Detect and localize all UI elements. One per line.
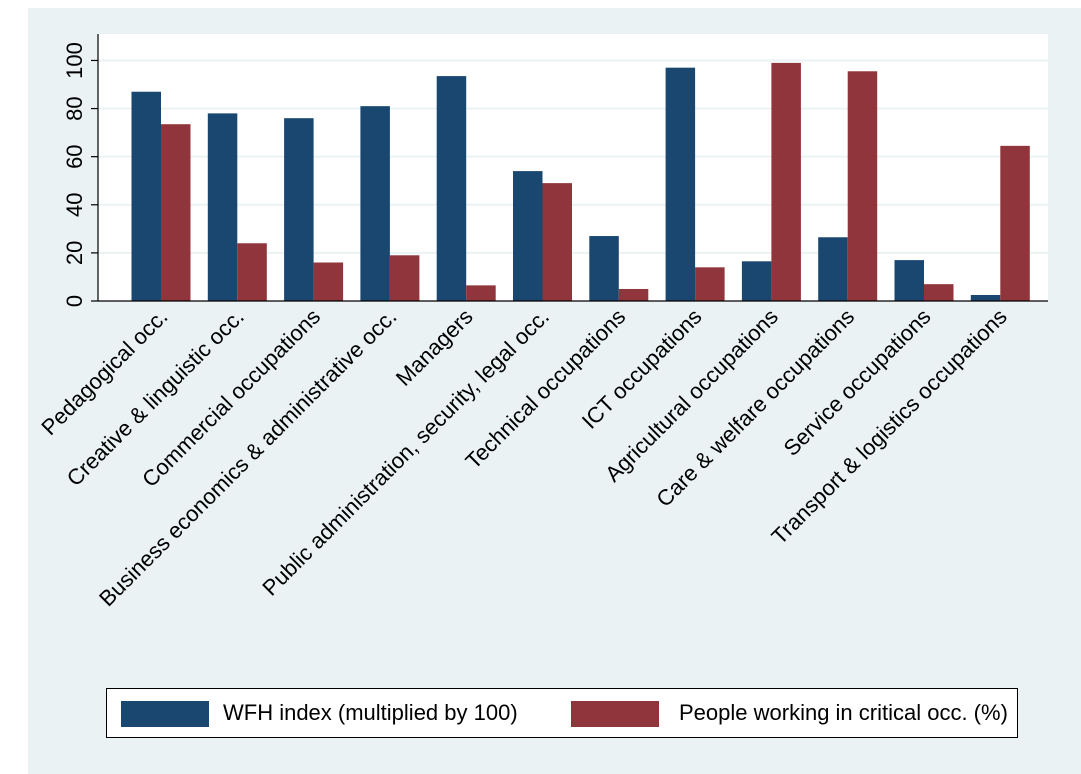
bar-wfh <box>894 260 924 301</box>
legend-swatch-wfh <box>121 701 209 727</box>
bar-wfh <box>360 106 390 301</box>
bar-wfh <box>665 67 696 301</box>
legend-label-critical: People working in critical occ. (%) <box>679 700 1008 725</box>
legend-swatch-critical <box>571 701 659 727</box>
bar-critical <box>237 243 267 301</box>
bar-critical <box>618 288 649 301</box>
y-ticks: 0 20 40 60 80 100 <box>62 42 98 307</box>
bar-wfh <box>589 236 619 301</box>
y-tick-label: 0 <box>62 295 87 307</box>
bar-wfh <box>284 118 314 302</box>
legend: WFH index (multiplied by 100) People wor… <box>106 688 1018 738</box>
x-tick-label: Public administration, security, legal o… <box>257 304 554 601</box>
bar-critical <box>771 62 801 301</box>
bar-critical <box>313 262 344 301</box>
bar-critical <box>389 255 420 301</box>
bar-wfh <box>131 91 161 301</box>
bar-wfh <box>970 294 1001 301</box>
bar-critical <box>695 267 725 301</box>
bar-critical <box>847 71 878 301</box>
bar-wfh <box>513 171 543 301</box>
bar-critical <box>466 285 496 301</box>
x-tick-label: Service occupations <box>779 304 936 461</box>
bar-wfh <box>741 261 772 301</box>
axes <box>97 34 1048 302</box>
x-tick-labels: Pedagogical occ.Creative & linguistic oc… <box>36 304 1011 611</box>
bar-critical <box>924 284 954 301</box>
bar-critical <box>542 183 572 301</box>
y-tick-label: 40 <box>62 193 87 217</box>
y-tick-label: 80 <box>62 96 87 120</box>
bar-wfh <box>818 237 848 301</box>
bar-critical <box>161 124 191 302</box>
x-tick-label: Pedagogical occ. <box>36 304 172 440</box>
y-tick-label: 100 <box>62 42 87 79</box>
bar-wfh <box>436 76 467 301</box>
y-tick-label: 60 <box>62 144 87 168</box>
y-tick-label: 20 <box>62 241 87 265</box>
bar-critical <box>1000 145 1030 301</box>
bars <box>131 62 1030 302</box>
legend-label-wfh: WFH index (multiplied by 100) <box>223 700 518 725</box>
bar-wfh <box>207 113 238 301</box>
